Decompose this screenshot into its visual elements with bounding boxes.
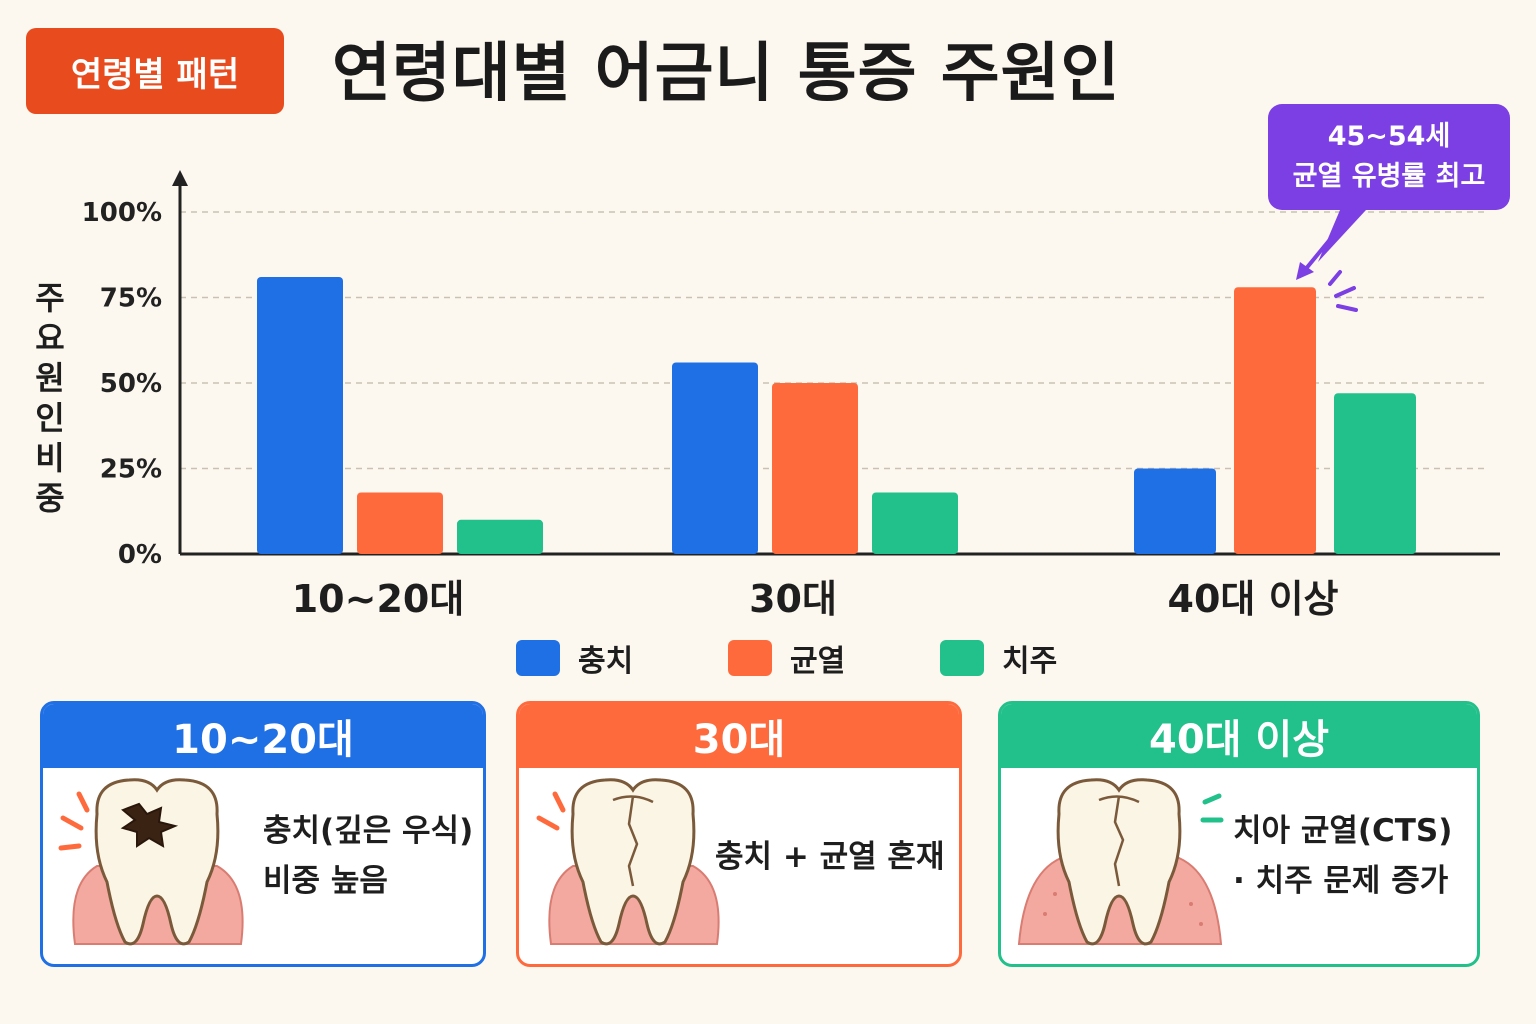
y-tick-label: 75% xyxy=(100,284,162,314)
legend-swatch-crack xyxy=(728,640,772,676)
legend-label-caries: 충치 xyxy=(578,644,634,679)
bar-균열-10~20대 xyxy=(357,492,443,554)
legend: 충치 균열 치주 xyxy=(0,636,1536,680)
card-header: 10~20대 xyxy=(43,704,483,768)
sparkle-mark xyxy=(1334,286,1356,298)
y-axis-arrow xyxy=(172,170,188,186)
bar-균열-40대 이상 xyxy=(1234,287,1316,554)
card-forties-plus: 40대 이상 치아 균열(CTS) · 치주 문제 증가 xyxy=(998,701,1480,967)
bar-충치-40대 이상 xyxy=(1134,468,1216,554)
legend-label-periodontal: 치주 xyxy=(1002,644,1058,679)
card-teens-twenties: 10~20대 충치(깊은 우식) 비중 높음 xyxy=(40,701,486,967)
card-header: 40대 이상 xyxy=(1001,704,1477,768)
legend-item-caries: 충치 xyxy=(516,636,633,680)
bar-균열-30대 xyxy=(772,383,858,554)
category-badge: 연령별 패턴 xyxy=(26,28,284,114)
callout-arrow-line xyxy=(1298,218,1348,278)
card-line: 충치 + 균열 혼재 xyxy=(715,839,945,875)
bar-충치-30대 xyxy=(672,362,758,554)
card-line: 치아 균열(CTS) xyxy=(1233,813,1453,849)
legend-swatch-periodontal xyxy=(940,640,984,676)
card-line: 비중 높음 xyxy=(263,863,388,899)
cracked-tooth-icon xyxy=(536,778,720,946)
y-tick-label: 50% xyxy=(100,369,162,399)
callout-line-2: 균열 유병률 최고 xyxy=(1292,161,1486,192)
legend-item-crack: 균열 xyxy=(728,636,845,680)
y-tick-label: 100% xyxy=(82,198,162,228)
sparkle-mark xyxy=(1336,304,1358,312)
y-tick-label: 0% xyxy=(118,540,162,570)
x-tick-label: 40대 이상 xyxy=(1168,577,1339,621)
bar-충치-10~20대 xyxy=(257,276,343,554)
bar-치주-10~20대 xyxy=(457,519,543,554)
callout-box: 45~54세 균열 유병률 최고 xyxy=(1268,104,1510,210)
card-line: 충치(깊은 우식) xyxy=(263,813,474,849)
cracked-tooth-gum-icon xyxy=(1017,778,1224,946)
card-line: · 치주 문제 증가 xyxy=(1233,863,1449,899)
x-tick-label: 10~20대 xyxy=(292,577,465,621)
bar-치주-30대 xyxy=(872,492,958,554)
y-axis-title: 주요원인 비중 xyxy=(35,279,65,517)
decayed-tooth-icon xyxy=(58,778,244,946)
callout-line-1: 45~54세 xyxy=(1327,121,1451,152)
card-header: 30대 xyxy=(519,704,959,768)
sparkle-mark xyxy=(1328,270,1342,286)
card-thirties: 30대 충치 + 균열 혼재 xyxy=(516,701,962,967)
callout-arrow-head xyxy=(1296,262,1314,280)
bar-chart: 0% 25% 50% 75% 100% 10~20대 30대 40대 이상 xyxy=(82,170,1500,621)
y-tick-label: 25% xyxy=(100,455,162,485)
legend-swatch-caries xyxy=(516,640,560,676)
x-tick-label: 30대 xyxy=(749,577,837,621)
bar-치주-40대 이상 xyxy=(1334,393,1416,554)
legend-label-crack: 균열 xyxy=(790,644,846,679)
page-title: 연령대별 어금니 통증 주원인 xyxy=(332,37,1121,111)
callout-tail xyxy=(1318,210,1366,262)
legend-item-periodontal: 치주 xyxy=(940,636,1057,680)
